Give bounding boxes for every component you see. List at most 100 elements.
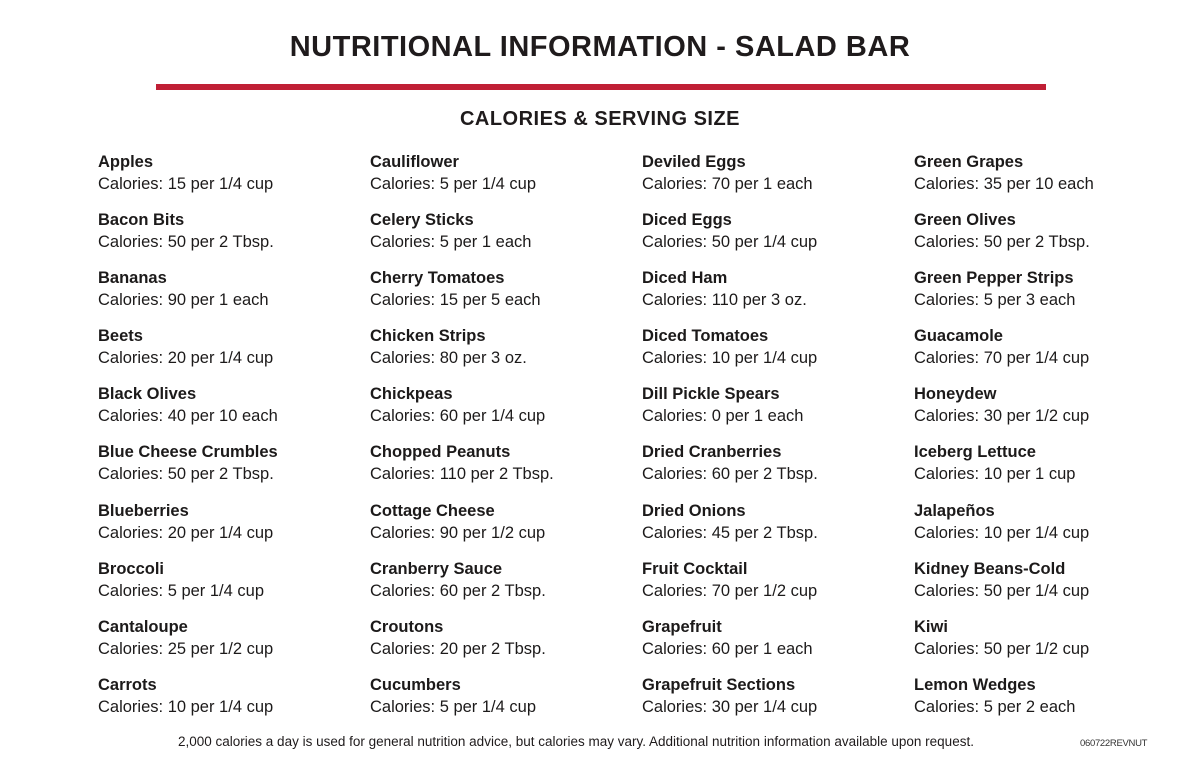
- list-item: Black Olives Calories: 40 per 10 each: [98, 384, 370, 442]
- list-item: Cherry Tomatoes Calories: 15 per 5 each: [370, 268, 642, 326]
- item-name: Green Pepper Strips: [914, 269, 1074, 288]
- item-name: Cauliflower: [370, 153, 459, 171]
- item-name: Cucumbers: [370, 675, 461, 694]
- list-item: Kidney Beans-Cold Calories: 50 per 1/4 cu…: [914, 559, 1186, 617]
- item-calories: Calories: 90 per 1/2 cup: [370, 523, 546, 542]
- item-calories: Calories: 10 per 1 cup: [914, 465, 1076, 484]
- item-calories: Calories: 50 per 2 Tbsp.: [914, 233, 1090, 252]
- list-item: Apples Calories: 15 per 1/4 cup: [98, 152, 370, 210]
- item-calories: Calories: 50 per 2 Tbsp.: [98, 233, 274, 252]
- list-item: Beets Calories: 20 per 1/4 cup: [98, 326, 370, 384]
- list-item: Kiwi Calories: 50 per 1/2 cup: [914, 617, 1186, 675]
- list-item: Chickpeas Calories: 60 per 1/4 cup: [370, 384, 642, 442]
- list-item: Diced Ham Calories: 110 per 3 oz.: [642, 268, 914, 326]
- item-calories: Calories: 70 per 1/4 cup: [914, 349, 1090, 368]
- item-name: Croutons: [370, 617, 444, 636]
- item-name: Deviled Eggs: [642, 153, 746, 171]
- page-title: NUTRITIONAL INFORMATION - SALAD BAR: [289, 31, 911, 63]
- item-name: Dried Cranberries: [642, 443, 782, 462]
- item-name: Beets: [98, 327, 143, 346]
- item-name: Lemon Wedges: [914, 675, 1036, 694]
- list-item: Carrots Calories: 10 per 1/4 cup: [98, 675, 370, 733]
- item-calories: Calories: 110 per 2 Tbsp.: [370, 465, 554, 484]
- item-name: Kiwi: [914, 617, 948, 636]
- item-name: Dill Pickle Spears: [642, 385, 780, 404]
- item-calories: Calories: 50 per 1/4 cup: [914, 581, 1090, 600]
- item-calories: Calories: 25 per 1/2 cup: [98, 639, 274, 658]
- item-calories: Calories: 30 per 1/2 cup: [914, 407, 1090, 426]
- list-item: Diced Tomatoes Calories: 10 per 1/4 cup: [642, 326, 914, 384]
- item-name: Fruit Cocktail: [642, 559, 748, 578]
- list-item: Deviled Eggs Calories: 70 per 1 each: [642, 152, 914, 210]
- item-name: Iceberg Lettuce: [914, 443, 1036, 462]
- nutrition-grid: Apples Calories: 15 per 1/4 cup Bacon Bit…: [98, 152, 1198, 733]
- list-item: Cranberry Sauce Calories: 60 per 2 Tbsp.: [370, 559, 642, 617]
- item-name: Black Olives: [98, 385, 197, 404]
- item-calories: Calories: 5 per 1/4 cup: [98, 581, 265, 600]
- list-item: Bacon Bits Calories: 50 per 2 Tbsp.: [98, 210, 370, 268]
- item-calories: Calories: 50 per 1/2 cup: [914, 639, 1090, 658]
- list-item: Cucumbers Calories: 5 per 1/4 cup: [370, 675, 642, 733]
- item-calories: Calories: 10 per 1/4 cup: [98, 697, 274, 716]
- item-name: Guacamole: [914, 327, 1003, 346]
- column-4: Green Grapes Calories: 35 per 10 each Gre…: [914, 152, 1186, 733]
- list-item: Dill Pickle Spears Calories: 0 per 1 each: [642, 384, 914, 442]
- red-divider: [156, 84, 1046, 90]
- item-name: Apples: [98, 153, 154, 171]
- item-name: Jalapeños: [914, 501, 995, 520]
- list-item: Cottage Cheese Calories: 90 per 1/2 cup: [370, 501, 642, 559]
- item-calories: Calories: 15 per 5 each: [370, 291, 541, 310]
- item-name: Cottage Cheese: [370, 501, 495, 520]
- item-calories: Calories: 0 per 1 each: [642, 407, 804, 426]
- list-item: Bananas Calories: 90 per 1 each: [98, 268, 370, 326]
- item-name: Cranberry Sauce: [370, 559, 503, 578]
- item-name: Broccoli: [98, 559, 165, 578]
- item-calories: Calories: 5 per 1/4 cup: [370, 697, 537, 716]
- list-item: Green Pepper Strips Calories: 5 per 3 eac…: [914, 268, 1186, 326]
- item-calories: Calories: 15 per 1/4 cup: [98, 175, 274, 193]
- list-item: Cauliflower Calories: 5 per 1/4 cup: [370, 152, 642, 210]
- list-item: Croutons Calories: 20 per 2 Tbsp.: [370, 617, 642, 675]
- column-3: Deviled Eggs Calories: 70 per 1 each Dice…: [642, 152, 914, 733]
- item-calories: Calories: 110 per 3 oz.: [642, 291, 807, 310]
- item-calories: Calories: 40 per 10 each: [98, 407, 278, 426]
- item-calories: Calories: 20 per 1/4 cup: [98, 523, 274, 542]
- list-item: Celery Sticks Calories: 5 per 1 each: [370, 210, 642, 268]
- item-calories: Calories: 60 per 1/4 cup: [370, 407, 546, 426]
- item-calories: Calories: 80 per 3 oz.: [370, 349, 527, 368]
- item-calories: Calories: 20 per 2 Tbsp.: [370, 639, 546, 658]
- list-item: Chopped Peanuts Calories: 110 per 2 Tbsp.: [370, 442, 642, 500]
- document-code: 060722REVNUT: [1080, 738, 1148, 749]
- item-calories: Calories: 70 per 1 each: [642, 175, 813, 193]
- item-name: Chicken Strips: [370, 327, 486, 346]
- list-item: Iceberg Lettuce Calories: 10 per 1 cup: [914, 442, 1186, 500]
- item-calories: Calories: 60 per 1 each: [642, 639, 813, 658]
- item-name: Grapefruit Sections: [642, 675, 796, 694]
- list-item: Dried Cranberries Calories: 60 per 2 Tbsp…: [642, 442, 914, 500]
- item-name: Green Grapes: [914, 153, 1024, 171]
- item-name: Honeydew: [914, 385, 997, 404]
- item-calories: Calories: 5 per 1 each: [370, 233, 532, 252]
- list-item: Blue Cheese Crumbles Calories: 50 per 2 T…: [98, 442, 370, 500]
- item-calories: Calories: 30 per 1/4 cup: [642, 697, 818, 716]
- item-name: Carrots: [98, 675, 157, 694]
- item-name: Celery Sticks: [370, 211, 474, 230]
- item-calories: Calories: 5 per 3 each: [914, 291, 1076, 310]
- list-item: Dried Onions Calories: 45 per 2 Tbsp.: [642, 501, 914, 559]
- item-calories: Calories: 20 per 1/4 cup: [98, 349, 274, 368]
- list-item: Guacamole Calories: 70 per 1/4 cup: [914, 326, 1186, 384]
- item-calories: Calories: 90 per 1 each: [98, 291, 269, 310]
- list-item: Cantaloupe Calories: 25 per 1/2 cup: [98, 617, 370, 675]
- item-name: Bacon Bits: [98, 211, 185, 230]
- item-calories: Calories: 60 per 2 Tbsp.: [370, 581, 546, 600]
- item-calories: Calories: 5 per 1/4 cup: [370, 175, 537, 193]
- section-subtitle: CALORIES & SERVING SIZE: [459, 108, 741, 130]
- item-name: Kidney Beans-Cold: [914, 559, 1066, 578]
- list-item: Green Grapes Calories: 35 per 10 each: [914, 152, 1186, 210]
- item-name: Chopped Peanuts: [370, 443, 511, 462]
- column-1: Apples Calories: 15 per 1/4 cup Bacon Bit…: [98, 152, 370, 733]
- item-name: Bananas: [98, 269, 167, 288]
- item-calories: Calories: 45 per 2 Tbsp.: [642, 523, 818, 542]
- list-item: Lemon Wedges Calories: 5 per 2 each: [914, 675, 1186, 733]
- item-calories: Calories: 50 per 2 Tbsp.: [98, 465, 274, 484]
